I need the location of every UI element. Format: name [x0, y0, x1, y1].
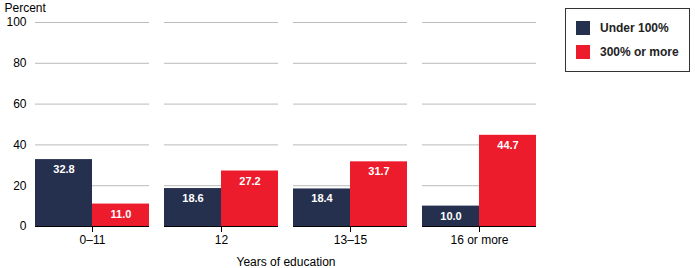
svg-text:100: 100	[6, 15, 26, 29]
svg-text:31.7: 31.7	[368, 165, 389, 177]
svg-text:0: 0	[20, 219, 27, 233]
svg-text:Percent: Percent	[5, 1, 47, 15]
svg-text:27.2: 27.2	[239, 175, 260, 187]
html-text:Under 100%: Under 100%	[600, 21, 669, 35]
svg-text:13–15: 13–15	[334, 233, 368, 247]
svg-text:32.8: 32.8	[53, 163, 74, 175]
svg-text:40: 40	[13, 138, 27, 152]
html-text:300% or more: 300% or more	[600, 45, 679, 59]
svg-text:11.0: 11.0	[111, 208, 132, 220]
svg-text:18.4: 18.4	[311, 192, 333, 204]
svg-text:16 or more: 16 or more	[450, 233, 508, 247]
svg-text:20: 20	[13, 179, 27, 193]
svg-text:Years of education: Years of education	[237, 255, 336, 268]
svg-text:0–11: 0–11	[80, 233, 106, 247]
svg-text:80: 80	[13, 56, 27, 70]
svg-text:12: 12	[215, 233, 229, 247]
svg-text:18.6: 18.6	[182, 192, 203, 204]
svg-text:10.0: 10.0	[440, 210, 461, 222]
svg-text:44.7: 44.7	[497, 139, 518, 151]
svg-text:60: 60	[13, 97, 27, 111]
